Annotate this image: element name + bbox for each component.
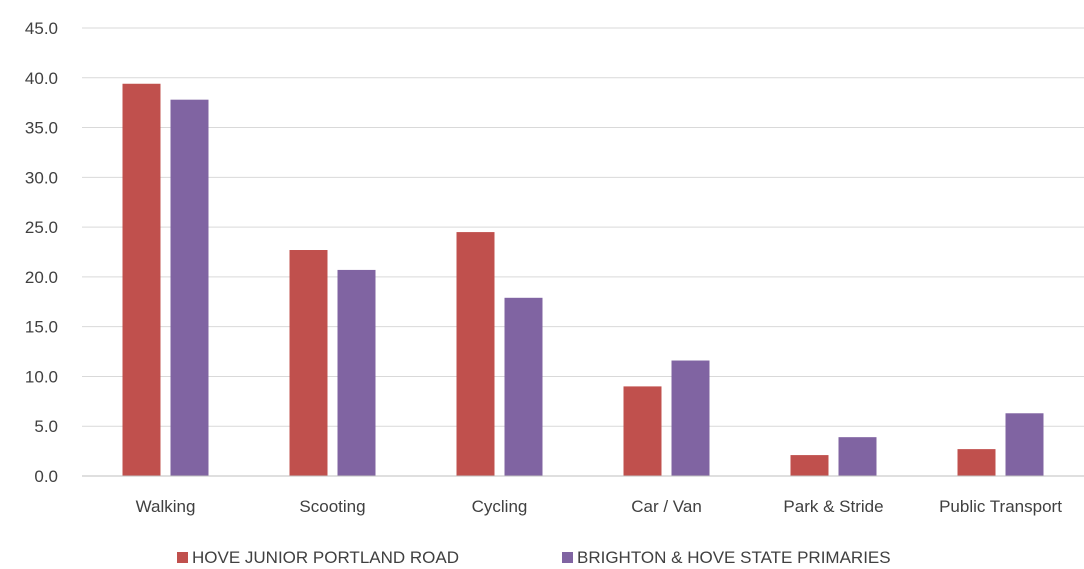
y-tick-label: 15.0: [25, 318, 58, 337]
legend-label: BRIGHTON & HOVE STATE PRIMARIES: [577, 548, 891, 567]
bar-brighton-hove-2: [504, 297, 543, 476]
bar-hove-junior-5: [957, 449, 996, 476]
y-tick-label: 45.0: [25, 19, 58, 38]
legend-swatch: [177, 552, 188, 563]
bar-brighton-hove-5: [1005, 413, 1044, 476]
bar-brighton-hove-4: [838, 437, 877, 476]
bar-hove-junior-3: [623, 386, 662, 476]
category-label: Walking: [136, 497, 196, 516]
bar-brighton-hove-1: [337, 269, 376, 476]
legend-label: HOVE JUNIOR PORTLAND ROAD: [192, 548, 459, 567]
y-tick-label: 0.0: [34, 467, 58, 486]
category-label: Scooting: [299, 497, 365, 516]
bar-hove-junior-1: [289, 250, 328, 476]
bar-brighton-hove-0: [170, 99, 209, 477]
y-tick-label: 25.0: [25, 218, 58, 237]
gridlines: [82, 27, 1084, 427]
y-tick-label: 40.0: [25, 69, 58, 88]
bars: [122, 83, 1044, 477]
y-tick-label: 5.0: [34, 417, 58, 436]
bar-brighton-hove-3: [671, 360, 710, 476]
legend: HOVE JUNIOR PORTLAND ROAD BRIGHTON & HOVE…: [177, 548, 891, 567]
category-label: Park & Stride: [783, 497, 883, 516]
category-label: Car / Van: [631, 497, 702, 516]
bar-hove-junior-2: [456, 232, 495, 476]
category-label: Cycling: [472, 497, 528, 516]
bar-hove-junior-0: [122, 83, 161, 477]
y-tick-label: 30.0: [25, 168, 58, 187]
y-tick-label: 20.0: [25, 268, 58, 287]
y-tick-label: 35.0: [25, 119, 58, 138]
y-tick-label: 10.0: [25, 367, 58, 386]
category-label: Public Transport: [939, 497, 1062, 516]
y-axis-tick-labels: 0.0 5.0 10.0 15.0 20.0 25.0 30.0 35.0 40.0 45.0: [25, 19, 58, 486]
legend-swatch: [562, 552, 573, 563]
x-axis-category-labels: Walking Scooting Cycling Car / Van Park & St…: [136, 497, 1063, 516]
bar-hove-junior-4: [790, 455, 829, 476]
